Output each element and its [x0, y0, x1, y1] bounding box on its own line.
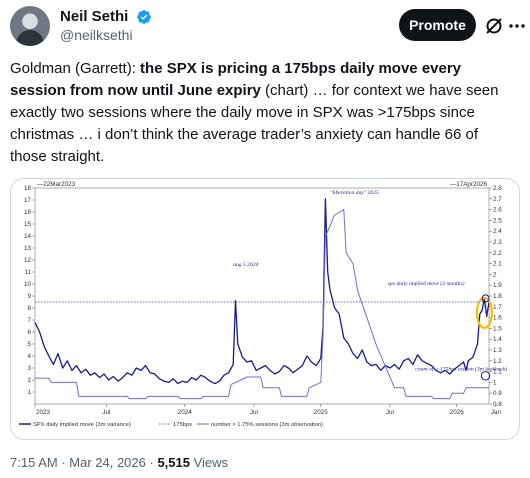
tweet-date[interactable]: Mar 24, 2026: [69, 455, 146, 470]
views-label: Views: [189, 455, 229, 470]
y-right-tick-label: 1: [493, 379, 497, 386]
y-right-tick-label: 2.4: [493, 228, 502, 235]
y-left-tick-label: 1: [27, 389, 31, 396]
author-handle[interactable]: @neilksethi: [60, 27, 133, 43]
view-count[interactable]: 5,515: [157, 455, 190, 470]
x-tick-label: 2025: [314, 409, 329, 416]
meta-separator: ·: [145, 455, 158, 470]
author-block: Neil Sethi @neilksethi: [60, 7, 152, 45]
x-tick-label: 2024: [178, 409, 193, 416]
highlight-yellow-ellipse: [475, 296, 493, 329]
y-right-tick-label: 0.9: [493, 390, 502, 397]
series-session-count-line: [35, 209, 489, 400]
y-right-tick-label: 2: [493, 271, 497, 278]
chart-start-date: —22Mar2023: [37, 181, 76, 188]
annotation-liberation-day: "liberation day" 2025: [330, 190, 379, 196]
y-right-tick-label: 0.8: [493, 401, 502, 408]
tweet-media-chart[interactable]: 1 2 3 4 5 6 7 8 9 10 11 12 13 14 15 16 17 18 0.8 0.9 1 1.1 1.2…: [10, 178, 520, 440]
y-left-tick-label: 10: [24, 281, 32, 288]
highlight-count-marker: [480, 371, 491, 381]
y-left-tick-label: 8: [27, 305, 31, 312]
y-right-tick-label: 2.3: [493, 239, 502, 246]
y-left-tick-label: 9: [27, 293, 31, 300]
tweet-header: Neil Sethi @neilksethi Promote: [10, 6, 525, 50]
y-right-tick-label: 2.5: [493, 217, 502, 224]
author-name[interactable]: Neil Sethi: [60, 8, 129, 25]
highlight-implied-marker: [481, 294, 490, 303]
avatar[interactable]: [10, 6, 50, 46]
y-right-tick-label: 1.2: [493, 358, 502, 365]
y-right-tick-label: 1.3: [493, 347, 502, 354]
x-tick-label: 2026: [450, 409, 465, 416]
tweet-time[interactable]: 7:15 AM: [10, 455, 58, 470]
y-left-tick-label: 16: [24, 209, 32, 216]
tweet-text: Goldman (Garrett): the SPX is pricing a …: [10, 58, 518, 168]
x-tick-label: Jan: [491, 409, 502, 416]
legend-label-implied: SPX daily implied move (3m variance): [33, 422, 131, 428]
legend-label-count: number > 1.75% sessions (3m observation): [211, 422, 323, 428]
y-right-tick-label: 2.8: [493, 185, 502, 192]
y-right-tick-label: 1.4: [493, 336, 502, 343]
y-left-tick-label: 18: [24, 185, 32, 192]
tweet-meta: 7:15 AM · Mar 24, 2026 · 5,515 Views: [10, 455, 228, 470]
y-right-tick-label: 1.5: [493, 325, 502, 332]
series-implied-move-line: [34, 198, 490, 385]
y-right-tick-label: 2.2: [493, 250, 502, 257]
tweet-text-bold: the SPX is pricing a 175bps daily move e…: [10, 60, 462, 99]
y-left-tick-label: 17: [24, 197, 32, 204]
annotation-implied-move: spx daily implied move (3 months): [388, 280, 465, 287]
chart-svg: 1234567891011121314151617180.80.911.11.2…: [19, 181, 507, 428]
tweet-text-suffix: (chart) … for context we have seen exact…: [10, 82, 499, 165]
y-right-tick-label: 2.1: [493, 261, 502, 268]
y-right-tick-label: 1.8: [493, 293, 502, 300]
annotation-session-count: count of > 175bps session (3m lookback): [415, 365, 507, 372]
promote-button[interactable]: Promote: [399, 9, 476, 41]
more-icon[interactable]: [507, 16, 527, 36]
tweet-text-prefix: Goldman (Garrett):: [10, 60, 141, 77]
y-right-tick-label: 1.9: [493, 282, 502, 289]
grok-icon[interactable]: [484, 16, 504, 36]
annotation-aug: aug 5 2024: [233, 262, 258, 268]
y-left-tick-label: 11: [24, 269, 31, 276]
y-left-tick-label: 4: [27, 353, 31, 360]
x-tick-label: Jul: [386, 409, 394, 416]
x-tick-label: 2023: [36, 409, 51, 416]
chart-end-date: —17Apr2026: [450, 181, 488, 188]
y-left-tick-label: 12: [24, 257, 32, 264]
y-right-tick-label: 1.1: [493, 369, 502, 376]
y-right-tick-label: 1.7: [493, 304, 502, 311]
y-left-tick-label: 6: [27, 329, 31, 336]
y-left-tick-label: 13: [24, 245, 32, 252]
y-left-tick-label: 7: [27, 317, 31, 324]
y-right-tick-label: 2.7: [493, 196, 502, 203]
y-left-tick-label: 14: [24, 233, 32, 240]
x-tick-label: Jul: [250, 409, 258, 416]
verified-badge-icon: [136, 9, 151, 24]
y-left-tick-label: 5: [27, 341, 31, 348]
x-tick-label: Jul: [102, 409, 110, 416]
y-left-tick-label: 3: [27, 365, 31, 372]
y-right-tick-label: 1.6: [493, 315, 502, 322]
legend-label-threshold: 175bps: [173, 422, 192, 428]
y-right-tick-label: 2.6: [493, 207, 502, 214]
y-left-tick-label: 15: [24, 221, 32, 228]
meta-separator: ·: [57, 455, 70, 470]
y-left-tick-label: 2: [27, 377, 31, 384]
